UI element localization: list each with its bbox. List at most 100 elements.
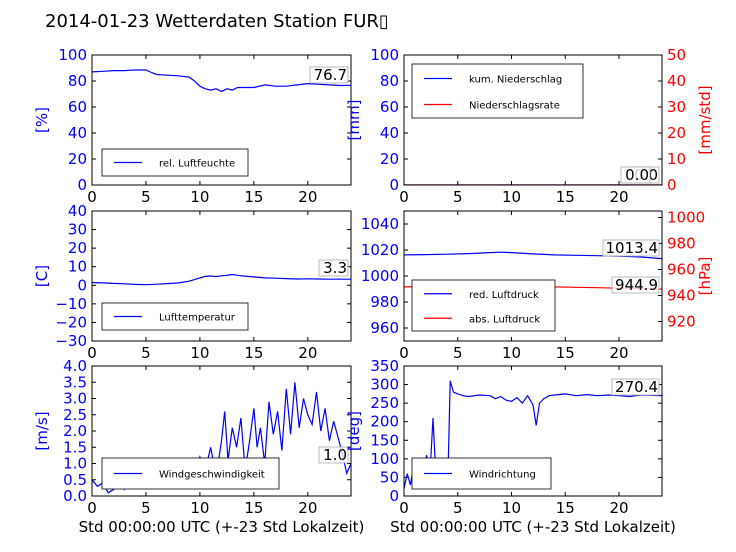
humidity-ytick-label-5: 100 [58,46,87,64]
pressure-y2label: [hPa] [696,257,714,296]
humidity-xtick-label-2: 10 [190,188,209,206]
precipitation-xtick-label-2: 10 [502,188,521,206]
windspeed-legend-label-0: Windgeschwindigkeit [159,470,265,481]
precipitation-xtick-label-0: 0 [399,188,409,206]
humidity-ytick-label-3: 60 [68,98,87,116]
pressure-legend-label-0: red. Luftdruck [469,290,539,301]
precipitation-xtick-label-1: 5 [453,188,463,206]
precipitation-ytick-label-4: 80 [380,72,399,90]
windspeed-ytick-label-1: 0.5 [63,471,87,489]
temperature-ytick-label-4: 10 [68,258,87,276]
temperature-ytick-label-5: 20 [68,239,87,257]
windspeed-ytick-label-6: 3.0 [63,390,87,408]
temperature-ytick-label-6: 30 [68,221,87,239]
pressure-ytick-label-2: 1000 [361,267,399,285]
windspeed-xtick-label-4: 20 [298,499,317,517]
precipitation-panel: 0 5 10 15 20 0 20 40 60 80 100 0 10 20 30 40 50 [mm] [mm/s… [345,46,714,206]
pressure-y2tick-label-0: 920 [667,313,696,331]
precipitation-xtick-label-3: 15 [556,188,575,206]
windspeed-ytick-label-5: 2.5 [63,406,87,424]
pressure-ytick-label-0: 960 [370,319,399,337]
windspeed-ytick-label-7: 3.5 [63,373,87,391]
temperature-ylabel: [C] [33,265,51,287]
precipitation-y2tick-label-0: 0 [667,176,677,194]
windspeed-xtick-label-2: 10 [190,499,209,517]
winddirection-ytick-label-3: 150 [370,431,399,449]
humidity-ylabel: [%] [33,107,51,133]
humidity-xtick-label-1: 5 [141,188,151,206]
humidity-ytick-label-4: 80 [68,72,87,90]
winddirection-ytick-label-2: 100 [370,450,399,468]
windspeed-ytick-label-2: 1.0 [63,455,87,473]
humidity-ytick-label-2: 40 [68,124,87,142]
humidity-axes-frame [91,54,352,186]
humidity-value-box-0 [309,66,349,84]
pressure-y2tick-label-4: 1000 [667,209,705,227]
humidity-legend [101,148,249,177]
winddirection-ytick-label-5: 250 [370,394,399,412]
pressure-xtick-label-3: 15 [556,344,575,362]
humidity-ytick-label-0: 0 [77,176,87,194]
humidity-xtick-label-0: 0 [87,188,97,206]
windspeed-ytick-label-8: 4.0 [63,357,87,375]
figure-title: 2014-01-23 Wetterdaten Station FUR▯ [45,11,389,32]
humidity-value-label-0: 76.7 [314,66,347,84]
windspeed-ytick-label-3: 1.5 [63,438,87,456]
pressure-y2tick-label-1: 940 [667,287,696,305]
precipitation-y2tick-label-2: 20 [667,124,686,142]
temperature-value-box-0 [318,259,349,277]
pressure-xtick-label-2: 10 [502,344,521,362]
pressure-xtick-label-4: 20 [609,344,628,362]
precipitation-y2tick-label-3: 30 [667,98,686,116]
humidity-xtick-label-4: 20 [298,188,317,206]
winddirection-xtick-label-0: 0 [399,499,409,517]
precipitation-y2tick-label-4: 40 [667,72,686,90]
temperature-xtick-label-4: 20 [298,344,317,362]
humidity-ytick-label-1: 20 [68,150,87,168]
pressure-value-box-1 [611,276,660,294]
pressure-ytick-label-3: 1020 [361,241,399,259]
precipitation-ytick-label-5: 100 [370,46,399,64]
temperature-value-label-0: 3.3 [323,259,347,277]
precipitation-ytick-label-3: 60 [380,98,399,116]
winddirection-xtick-label-3: 15 [556,499,575,517]
winddirection-axes-frame [403,365,663,497]
windspeed-ytick-label-4: 2.0 [63,422,87,440]
humidity-xtick-label-3: 15 [244,188,263,206]
winddirection-ylabel: [deg] [345,411,363,451]
temperature-ytick-label-1: −20 [55,313,87,331]
winddirection-xtick-label-4: 20 [609,499,628,517]
precipitation-legend [411,63,584,119]
pressure-legend-label-1: abs. Luftdruck [469,314,540,325]
pressure-ytick-label-4: 1040 [361,215,399,233]
windspeed-panel: 0 5 10 15 200.00.51.01.52.02.53.03.54.0[m/s]… [33,357,364,536]
precipitation-ytick-label-0: 0 [389,176,399,194]
temperature-xtick-label-1: 5 [141,344,151,362]
temperature-axes-frame [91,210,352,342]
precipitation-legend-label-0: kum. Niederschlag [469,75,562,86]
winddirection-ytick-label-0: 0 [389,487,399,505]
temperature-legend-label-0: Lufttemperatur [159,313,236,324]
winddirection-ytick-label-6: 300 [370,376,399,394]
winddirection-legend-label-0: Windrichtung [469,470,536,481]
precipitation-xtick-label-4: 20 [609,188,628,206]
precipitation-axes-frame [403,54,663,186]
windspeed-ylabel: [m/s] [33,411,51,450]
winddirection-ytick-label-4: 200 [370,413,399,431]
winddirection-xtick-label-1: 5 [453,499,463,517]
windspeed-xlabel: Std 00:00:00 UTC (+-23 Std Lokalzeit) [79,518,365,536]
precipitation-ylabel: [mm] [345,100,363,141]
windspeed-value-box-0 [318,446,349,464]
precipitation-y2tick-label-5: 50 [667,46,686,64]
precipitation-y2label: [mm/std] [696,85,714,154]
temperature-xtick-label-3: 15 [244,344,263,362]
precipitation-ytick-label-1: 20 [380,150,399,168]
windspeed-value-label-0: 1.0 [323,446,347,464]
pressure-ytick-label-1: 980 [370,293,399,311]
pressure-legend [411,279,556,332]
temperature-ytick-label-0: −30 [55,332,87,350]
humidity-panel: 0 5 10 15 20 0 20 40 60 80 100 [%] 76.7 rel. Luftfeuc… [33,46,352,206]
